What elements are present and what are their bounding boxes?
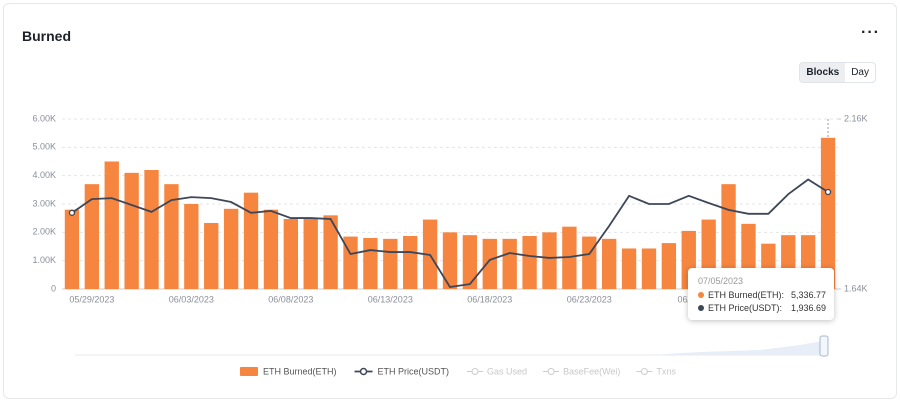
x-tick-label: 06/18/2023 [467, 294, 512, 304]
menu-button[interactable]: ··· [861, 24, 880, 41]
y-tick-label: 4.00K [32, 170, 56, 180]
bar [522, 236, 537, 289]
tooltip-label: ETH Price(USDT): [708, 303, 782, 313]
bar [323, 215, 338, 289]
bar [403, 236, 418, 289]
toggle-option[interactable]: Day [851, 67, 869, 78]
bar [363, 238, 378, 289]
tooltip-label: ETH Burned(ETH): [708, 290, 785, 300]
legend-swatch [240, 367, 258, 376]
bar [84, 184, 100, 289]
line-point [68, 209, 76, 216]
y-tick-label: 3.00K [32, 198, 56, 208]
y-tick-label: 2.00K [32, 227, 56, 237]
y-tick-label: 1.00K [32, 255, 56, 265]
bar [661, 243, 677, 289]
legend-label: ETH Price(USDT) [378, 366, 450, 376]
bar [482, 238, 497, 289]
bar [462, 235, 478, 289]
x-tick-label: 06/13/2023 [368, 294, 413, 304]
tooltip-row: ETH Price(USDT): 1,936.69 [698, 303, 826, 313]
card-title: Burned [22, 28, 71, 44]
bar [64, 209, 80, 289]
bar [164, 184, 179, 289]
legend-label: Gas Used [487, 366, 527, 376]
bar [602, 238, 617, 289]
bar [442, 232, 458, 289]
legend-label: ETH Burned(ETH) [263, 366, 337, 376]
y-tick-label: 0 [51, 283, 56, 293]
legend-dot [640, 368, 648, 375]
bar [343, 236, 358, 289]
legend-label: Txns [656, 366, 676, 376]
zoom-handle [819, 335, 829, 357]
bar [223, 208, 239, 289]
y2-tick-label: 2.16K [844, 113, 868, 123]
tooltip-value: 5,336.77 [790, 290, 826, 300]
bar [582, 236, 597, 289]
bar [104, 161, 119, 289]
y-tick-label: 5.00K [32, 142, 56, 152]
tooltip-dot [698, 305, 704, 311]
bar [124, 172, 139, 289]
toggle: Blocks Day [799, 62, 876, 83]
bar [243, 192, 259, 289]
bar [283, 219, 298, 289]
bar [502, 238, 517, 289]
tooltip-dot [698, 292, 704, 298]
y-tick-label: 6.00K [32, 113, 56, 123]
bar [303, 219, 318, 289]
tooltip: 07/05/2023 ETH Burned(ETH): 5,336.77 ETH … [688, 268, 834, 320]
legend-item: ETH Price(USDT) [354, 366, 450, 376]
tooltip-date: 07/05/2023 [698, 276, 744, 286]
line [71, 178, 829, 289]
toggle-option[interactable]: Blocks [800, 63, 846, 82]
legend-item: ETH Burned(ETH) [240, 366, 337, 376]
x-tick-label: 06/03/2023 [169, 294, 214, 304]
legend-dot [359, 367, 368, 376]
tooltip-row: ETH Burned(ETH): 5,336.77 [698, 290, 826, 300]
legend-dot [547, 368, 555, 375]
legend-dot [471, 368, 479, 375]
tooltip-value: 1,936.69 [790, 303, 826, 313]
x-tick-label: 05/29/2023 [69, 294, 114, 304]
legend-label: BaseFee(Wei) [563, 366, 620, 376]
zoom-preview [650, 340, 828, 355]
bar [204, 222, 219, 289]
bar [641, 248, 657, 289]
bar [383, 238, 398, 289]
bar [542, 232, 557, 289]
bar [263, 209, 279, 289]
x-tick-label: 06/08/2023 [268, 294, 313, 304]
bar [184, 204, 199, 289]
x-tick-label: 06/23/2023 [567, 294, 612, 304]
line-point [824, 188, 832, 196]
y2-tick-label: 1.64K [844, 283, 868, 293]
bar [144, 170, 159, 289]
bar [621, 248, 637, 289]
bar [820, 137, 836, 289]
